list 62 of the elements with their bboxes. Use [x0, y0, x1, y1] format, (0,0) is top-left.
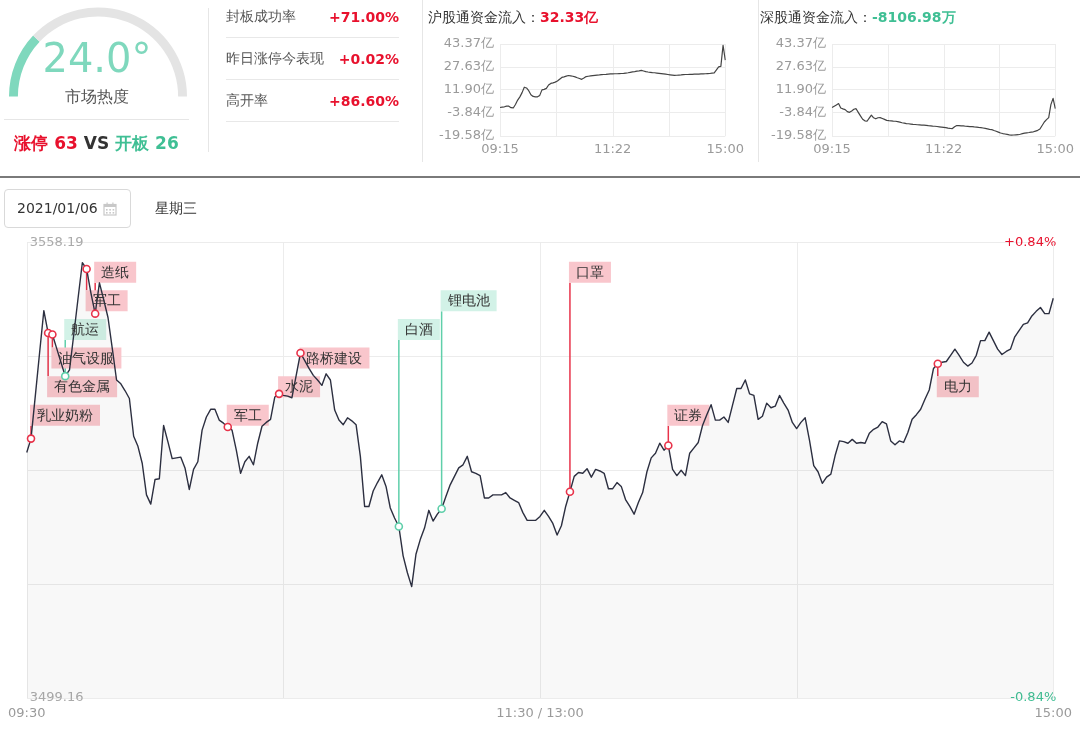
- text: 涨停 63: [14, 133, 78, 153]
- data-label: 白酒: [404, 321, 433, 338]
- y-tick-label: -3.84亿: [447, 104, 494, 120]
- chart-subtitle: -8106.98万: [872, 9, 956, 25]
- chart-title: 深股通资金流入：: [760, 9, 872, 25]
- x-tick-label: 11:22: [593, 141, 632, 157]
- data-label: 乳业奶粉: [37, 406, 94, 423]
- point: [296, 348, 305, 358]
- y2-tick-label: +0.84%: [1004, 234, 1057, 250]
- data-label: +86.60%: [328, 92, 399, 109]
- x-tick-label: 09:15: [481, 141, 519, 157]
- point: [26, 434, 36, 443]
- x-tick-label: 09:15: [813, 141, 851, 157]
- text: 24.0°: [41, 34, 153, 82]
- point: [274, 389, 284, 399]
- y-tick-label: 43.37亿: [443, 35, 494, 51]
- x-tick-label: 15:00: [706, 141, 744, 157]
- point: [565, 487, 575, 497]
- x-tick-label: 09:30: [8, 705, 46, 721]
- y-tick-label: 27.63亿: [775, 58, 826, 74]
- data-label: 锂电池: [446, 292, 490, 309]
- y-tick-label: 3499.16: [29, 689, 84, 705]
- data-label: 军工: [233, 406, 262, 423]
- point: [437, 504, 446, 514]
- category-label: 昨日涨停今表现: [226, 49, 324, 68]
- point: [664, 441, 673, 450]
- data-label: 证券: [674, 406, 703, 423]
- chart-title: 2021/01/06: [17, 199, 98, 218]
- y-tick-label: -3.84亿: [779, 104, 826, 120]
- point: [48, 330, 57, 339]
- point: [394, 522, 404, 531]
- x-tick-label: 15:00: [1034, 705, 1072, 721]
- data-label: 造纸: [101, 263, 130, 280]
- y2-tick-label: -0.84%: [1010, 689, 1057, 705]
- category-label: 高开率: [226, 91, 268, 110]
- data-label: 电力: [943, 378, 972, 395]
- text: 开板 26: [115, 133, 179, 153]
- x-tick-label: 11:22: [924, 141, 963, 157]
- data-label: 口罩: [575, 263, 604, 280]
- text: VS: [83, 133, 110, 153]
- data-label: 路桥建设: [306, 349, 363, 366]
- point: [82, 264, 91, 274]
- date-field: 2021/01/06: [4, 189, 131, 228]
- data-label: 有色金属: [54, 378, 111, 395]
- data-label: +71.00%: [328, 8, 399, 25]
- chart-subtitle: 星期三: [155, 199, 197, 218]
- y-tick-label: 43.37亿: [775, 35, 826, 51]
- y-tick-label: 11.90亿: [775, 81, 826, 97]
- y-tick-label: 3558.19: [29, 234, 84, 250]
- x-tick-label: 11:30 / 13:00: [496, 705, 584, 721]
- y-tick-label: 27.63亿: [443, 58, 494, 74]
- category-label: 封板成功率: [226, 7, 296, 26]
- data-label: +0.02%: [338, 50, 399, 67]
- y-tick-label: -19.58亿: [439, 127, 494, 143]
- y-tick-label: 11.90亿: [443, 81, 494, 97]
- chart-title: 沪股通资金流入：: [428, 9, 540, 25]
- point: [223, 422, 233, 432]
- text: 市场热度: [64, 86, 130, 108]
- y-tick-label: -19.58亿: [771, 127, 826, 143]
- chart-subtitle: 32.33亿: [540, 9, 599, 25]
- x-tick-label: 15:00: [1036, 141, 1074, 157]
- point: [933, 359, 943, 369]
